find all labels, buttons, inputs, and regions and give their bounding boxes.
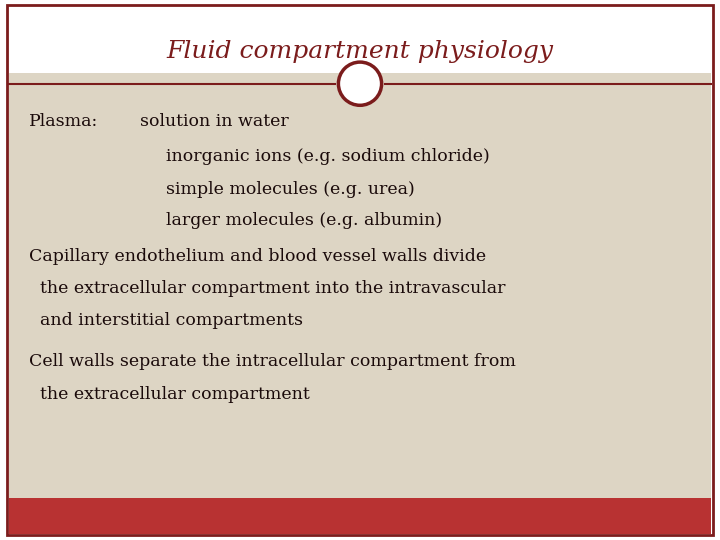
Text: the extracellular compartment: the extracellular compartment	[29, 386, 310, 403]
Text: simple molecules (e.g. urea): simple molecules (e.g. urea)	[166, 180, 414, 198]
Text: and interstitial compartments: and interstitial compartments	[29, 312, 303, 329]
Text: the extracellular compartment into the intravascular: the extracellular compartment into the i…	[29, 280, 505, 298]
Bar	[9, 498, 711, 534]
Ellipse shape	[338, 62, 382, 105]
Text: solution in water: solution in water	[140, 113, 289, 130]
Text: Cell walls separate the intracellular compartment from: Cell walls separate the intracellular co…	[29, 353, 516, 370]
Text: Plasma:: Plasma:	[29, 113, 98, 130]
Bar	[9, 73, 711, 498]
Text: Fluid compartment physiology: Fluid compartment physiology	[166, 40, 554, 63]
Bar	[9, 0, 711, 73]
Text: Capillary endothelium and blood vessel walls divide: Capillary endothelium and blood vessel w…	[29, 248, 486, 265]
Text: larger molecules (e.g. albumin): larger molecules (e.g. albumin)	[166, 212, 442, 229]
Text: inorganic ions (e.g. sodium chloride): inorganic ions (e.g. sodium chloride)	[166, 148, 490, 165]
